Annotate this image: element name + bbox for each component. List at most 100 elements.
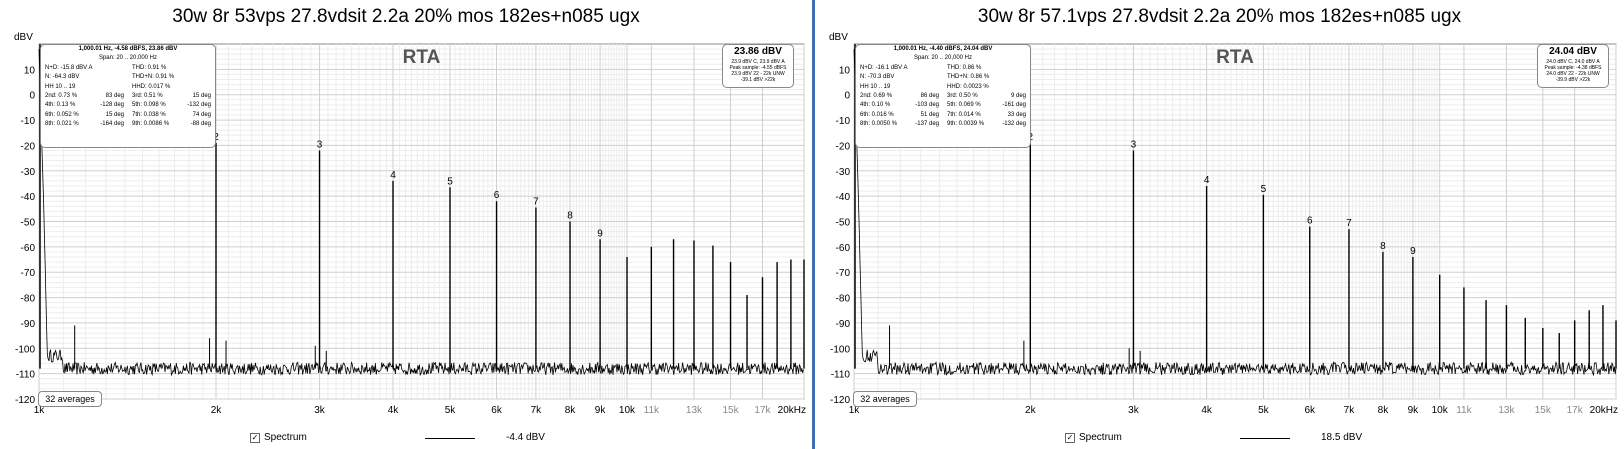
- x-tick-label: 10k: [1432, 405, 1449, 416]
- legend-spectrum[interactable]: ✓ Spectrum: [250, 432, 307, 443]
- level-box: 24.04 dBV 24.0 dBV C, 24.0 dBV A Peak sa…: [1537, 44, 1609, 88]
- y-tick-label: 10: [24, 65, 36, 76]
- y-tick-label: -40: [21, 192, 36, 203]
- x-tick-label: 11k: [1456, 405, 1472, 416]
- harmonic-cell: 3rd: 0.51 %: [132, 93, 163, 100]
- harmonic-label: 5: [1261, 184, 1267, 195]
- distortion-info-box: 1,000.01 Hz, -4.40 dBFS, 24.04 dBV Span:…: [855, 44, 1031, 148]
- info-hh: HH 10 .. 19: [860, 83, 891, 90]
- level-line: 23.9 dBV C, 23.9 dBV A: [731, 59, 785, 65]
- level-line: Peak sample: -4.38 dBFS: [1544, 65, 1602, 71]
- spectrum-plot[interactable]: 10 0 -10 -20 -30 -40 -50 -60 -70 -80 -90 -100 -110 -1…: [0, 0, 812, 449]
- level-line: Peak sample: -4.55 dBFS: [729, 65, 787, 71]
- harmonic-label: 7: [533, 197, 539, 208]
- x-tick-label: 9k: [595, 405, 607, 416]
- harmonic-label: 6: [494, 190, 500, 201]
- x-tick-label: 17k: [754, 405, 771, 416]
- x-tick-label: 13k: [1498, 405, 1515, 416]
- harmonic-label: 4: [390, 170, 396, 181]
- level-line: -39.9 dBV >22k: [1555, 77, 1591, 83]
- y-tick-label: -20: [836, 141, 851, 152]
- panel-divider: [812, 0, 815, 449]
- info-hhd: HHD: 0.0023 %: [947, 83, 989, 90]
- y-tick-label: -70: [836, 268, 851, 279]
- legend-value: 18.5 dBV: [1321, 432, 1363, 443]
- averages-badge: 32 averages: [853, 391, 917, 407]
- checkbox-icon[interactable]: ✓: [250, 432, 260, 443]
- level-big: 23.86 dBV: [734, 46, 782, 57]
- x-tick-label: 13k: [686, 405, 703, 416]
- info-fundamental: 1,000.01 Hz, -4.40 dBFS, 24.04 dBV: [893, 46, 993, 52]
- level-line: 23.9 dBV 22 - 22k UNW: [731, 71, 785, 77]
- y-tick-label: -90: [21, 319, 36, 330]
- legend-label: Spectrum: [1079, 432, 1122, 443]
- harmonic-cell: -103 deg: [915, 102, 939, 109]
- x-tick-label: 3k: [1128, 405, 1140, 416]
- plot-title: RTA: [403, 47, 441, 68]
- x-tick-label: 6k: [491, 405, 503, 416]
- info-thd: THD: 0.91 %: [132, 64, 167, 71]
- level-box: 23.86 dBV 23.9 dBV C, 23.9 dBV A Peak sa…: [722, 44, 794, 88]
- y-tick-label: -100: [830, 344, 850, 355]
- harmonic-cell: -128 deg: [100, 102, 124, 109]
- x-tick-label: 8k: [1378, 405, 1390, 416]
- harmonic-cell: 3rd: 0.50 %: [947, 93, 978, 100]
- harmonic-cell: 5th: 0.098 %: [132, 102, 166, 109]
- panel-left: 30w 8r 53vps 27.8vdsit 2.2a 20% mos 182e…: [0, 0, 812, 449]
- x-tick-label: 17k: [1567, 405, 1584, 416]
- y-tick-label: -60: [836, 243, 851, 254]
- level-line: 24.0 dBV C, 24.0 dBV A: [1546, 59, 1600, 65]
- y-tick-label: -80: [21, 294, 36, 305]
- harmonic-cell: -132 deg: [1002, 121, 1026, 128]
- legend-value: -4.4 dBV: [506, 432, 545, 443]
- averages-badge: 32 averages: [38, 391, 102, 407]
- harmonic-cell: 83 deg: [105, 93, 124, 100]
- y-tick-label: 0: [844, 91, 850, 102]
- level-line: 24.0 dBV 22 - 22k UNW: [1546, 71, 1600, 77]
- harmonic-cell: 74 deg: [192, 111, 211, 118]
- harmonic-cell: 7th: 0.038 %: [132, 111, 166, 118]
- legend-line: [1240, 438, 1290, 439]
- info-nd: N+D: -16.1 dBV A: [860, 64, 908, 71]
- harmonic-cell: 6th: 0.016 %: [860, 111, 894, 118]
- y-tick-label: -60: [21, 243, 36, 254]
- harmonic-cell: 5th: 0.069 %: [947, 102, 981, 109]
- info-hhd: HHD: 0.017 %: [132, 83, 171, 90]
- x-tick-label: 10k: [619, 405, 636, 416]
- legend-spectrum[interactable]: ✓ Spectrum: [1065, 432, 1122, 443]
- x-tick-label: 6k: [1304, 405, 1316, 416]
- y-tick-label: -50: [836, 218, 851, 229]
- harmonic-label: 8: [1380, 241, 1386, 252]
- y-tick-label: -120: [15, 395, 35, 406]
- info-hh: HH 10 .. 19: [45, 83, 76, 90]
- legend-label: Spectrum: [264, 432, 307, 443]
- x-tick-label: 8k: [565, 405, 577, 416]
- harmonic-cell: 4th: 0.13 %: [45, 102, 76, 109]
- checkbox-icon[interactable]: ✓: [1065, 432, 1075, 443]
- y-axis-label: dBV: [14, 32, 33, 43]
- harmonic-cell: 8th: 0.0050 %: [860, 121, 898, 128]
- y-tick-label: -10: [21, 116, 36, 127]
- harmonic-label: 8: [567, 211, 573, 222]
- info-thdn: THD+N: 0.91 %: [132, 74, 175, 81]
- info-span: Span: 20 .. 20,000 Hz: [98, 55, 158, 62]
- harmonic-cell: 15 deg: [192, 93, 211, 100]
- harmonic-cell: 2nd: 0.73 %: [45, 93, 78, 100]
- harmonic-cell: 4th: 0.10 %: [860, 102, 891, 109]
- x-tick-label: 3k: [314, 405, 326, 416]
- harmonic-label: 5: [447, 176, 453, 187]
- y-tick-label: 10: [839, 65, 851, 76]
- harmonic-cell: 6th: 0.052 %: [45, 111, 79, 118]
- harmonic-label: 9: [597, 228, 603, 239]
- harmonic-cell: -137 deg: [915, 121, 939, 128]
- y-tick-label: -110: [16, 370, 36, 381]
- y-tick-label: -90: [836, 319, 851, 330]
- x-tick-label: 11k: [644, 405, 660, 416]
- harmonic-cell: 7th: 0.014 %: [947, 111, 981, 118]
- harmonic-cell: -88 deg: [190, 121, 211, 128]
- harmonic-label: 3: [317, 140, 323, 151]
- info-thdn: THD+N: 0.86 %: [947, 74, 990, 81]
- y-tick-label: -120: [830, 395, 850, 406]
- y-tick-label: 0: [29, 91, 35, 102]
- level-big: 24.04 dBV: [1549, 46, 1597, 57]
